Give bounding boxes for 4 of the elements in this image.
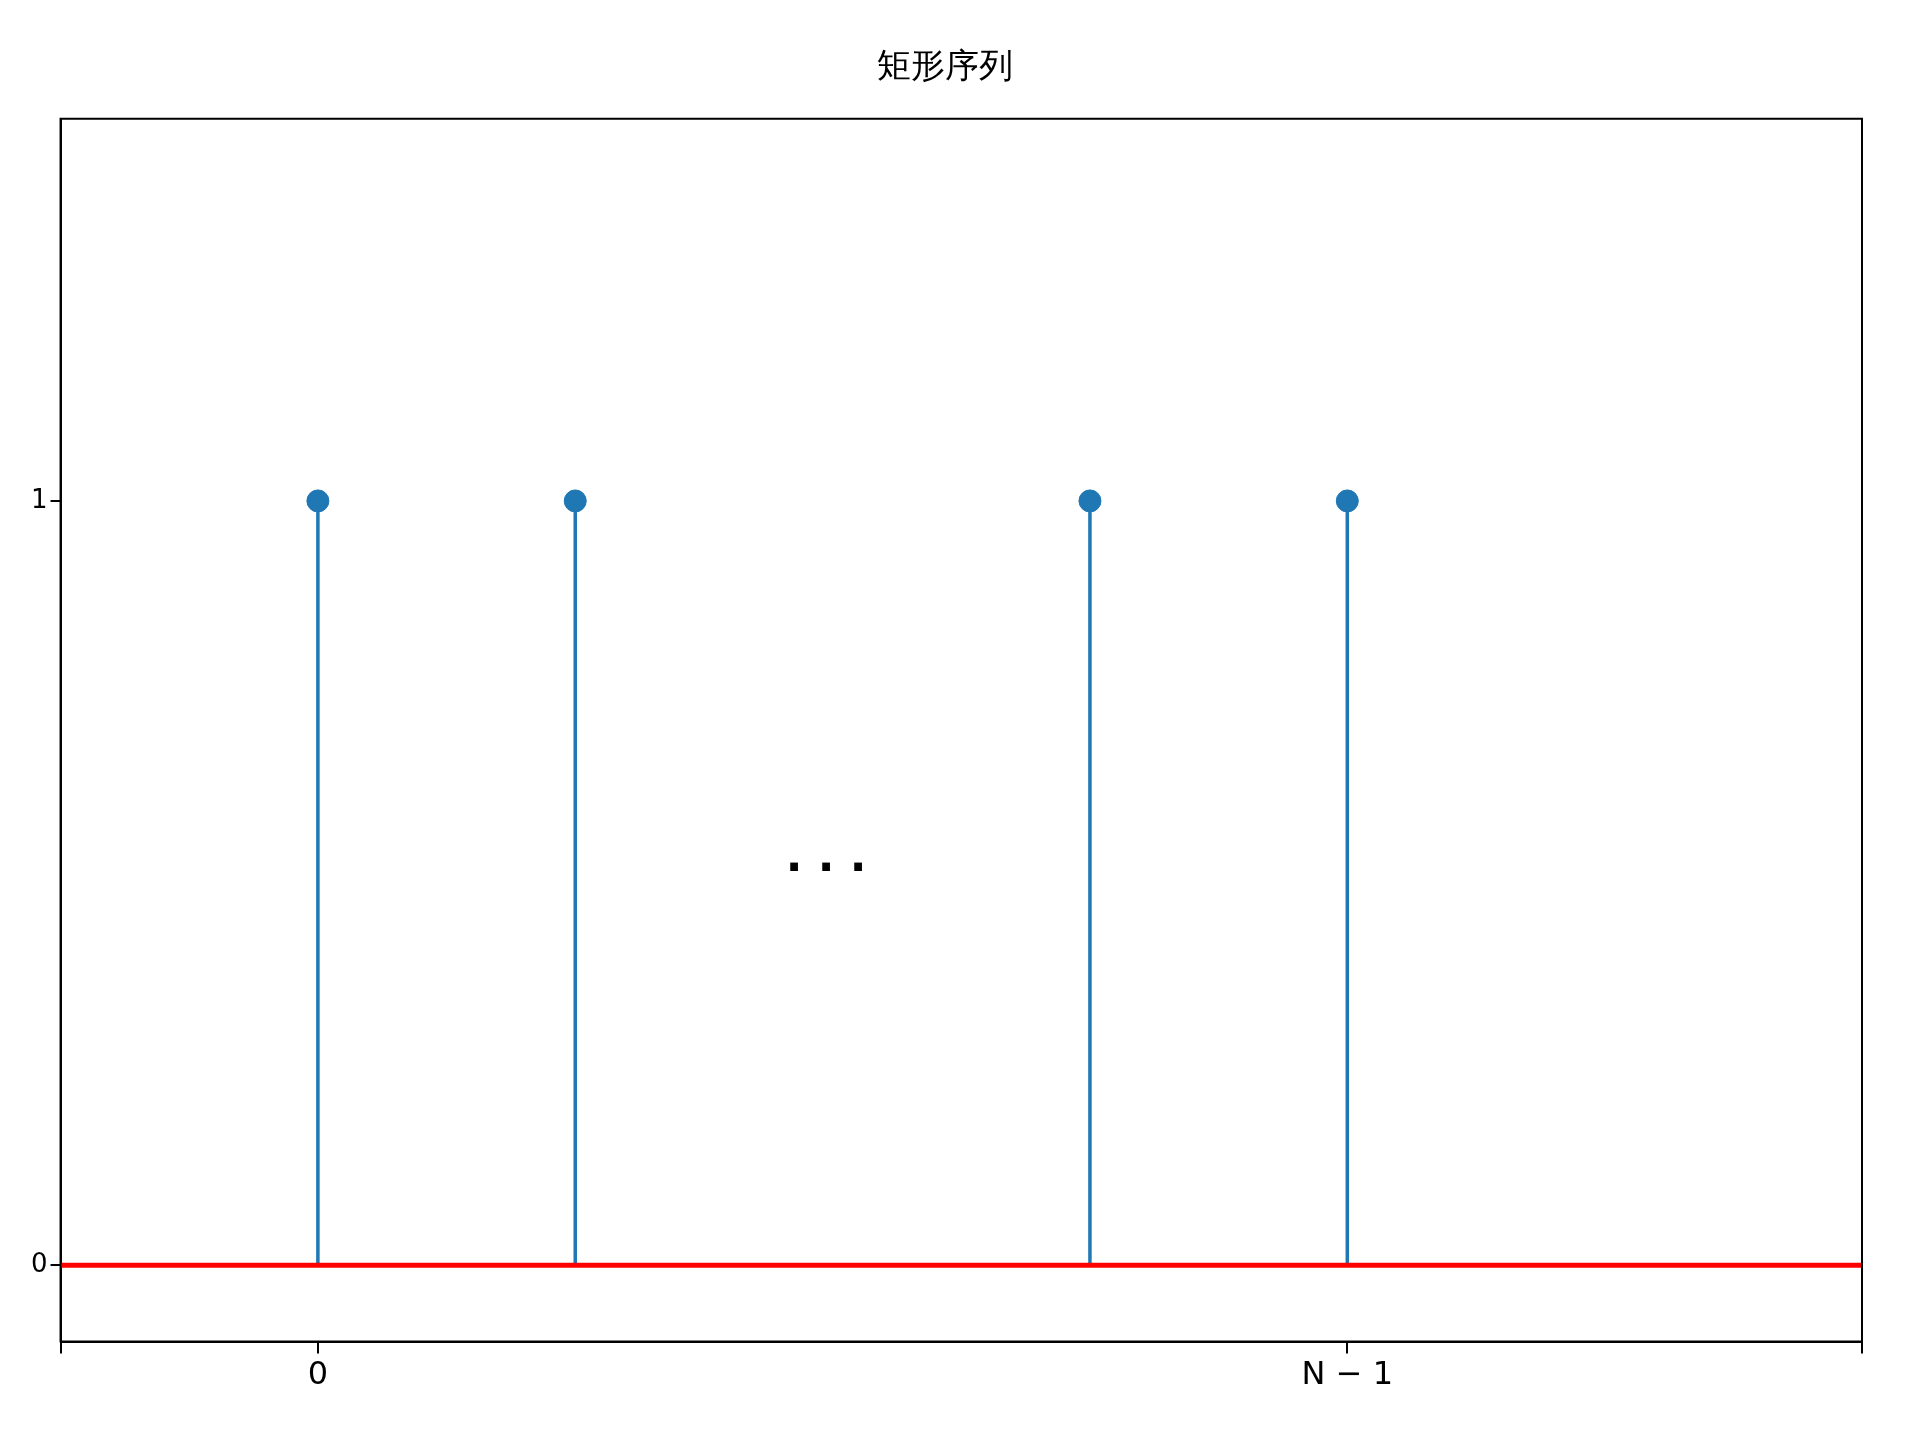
x-tick-label: N − 1 [1301,1354,1394,1393]
annotation: · · · [785,841,867,893]
y-tick-label: 1 [31,483,48,514]
chart-title: 矩形序列 [877,45,1013,86]
